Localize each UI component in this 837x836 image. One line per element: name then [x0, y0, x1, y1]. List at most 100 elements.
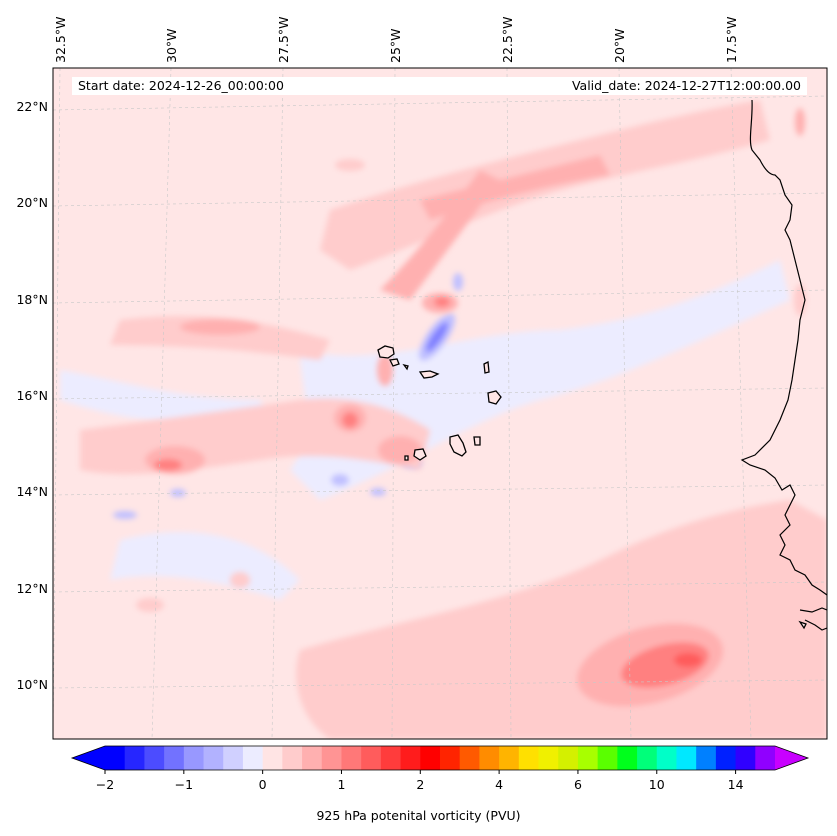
- african-coastline-guinea: [804, 619, 827, 631]
- colorbar-segment: [400, 746, 421, 770]
- lat-label: 18°N: [16, 292, 48, 307]
- lon-label: 20°W: [612, 28, 627, 63]
- colorbar-segment: [341, 746, 362, 770]
- island-brava: [404, 455, 409, 461]
- island-boa-vista: [487, 390, 502, 405]
- pv-blue-spot: [453, 273, 463, 291]
- lat-label: 14°N: [16, 484, 48, 499]
- pv-positive-regions: [80, 100, 827, 739]
- colorbar-segment: [282, 746, 303, 770]
- colorbar-segments: [105, 746, 776, 770]
- colorbar-segment: [302, 746, 323, 770]
- colorbar-ticks: −2 −1 0 1 2 4 6 10 14: [96, 770, 744, 792]
- island-sao-vicente: [389, 358, 400, 367]
- colorbar-segment: [361, 746, 382, 770]
- colorbar-segment: [656, 746, 677, 770]
- colorbar-segment: [321, 746, 342, 770]
- colorbar-segment: [617, 746, 638, 770]
- colorbar-segment: [203, 746, 224, 770]
- pv-blue-band-west: [60, 370, 270, 424]
- colorbar-tick-label: 1: [337, 777, 345, 792]
- pv-pink-streak-west: [110, 316, 330, 360]
- latitude-labels: 22°N 20°N 18°N 16°N 14°N 12°N 10°N: [16, 99, 48, 692]
- colorbar-under-arrow: [72, 746, 105, 770]
- colorbar-segment: [420, 746, 441, 770]
- african-coastline: [740, 99, 827, 596]
- colorbar-segment: [380, 746, 402, 770]
- island-santo-antao: [377, 345, 395, 359]
- lon-label: 22.5°W: [500, 17, 515, 63]
- colorbar-segment: [577, 746, 599, 770]
- island-santa-luzia: [402, 363, 409, 371]
- pv-red-cell: [342, 412, 358, 428]
- colorbar-tick-label: 10: [649, 777, 665, 792]
- pv-pink-spot: [795, 108, 805, 136]
- colorbar-segment: [499, 746, 520, 770]
- pv-pink-cell: [377, 354, 393, 386]
- colorbar-segment: [459, 746, 480, 770]
- graticule: [53, 68, 827, 739]
- colorbar-segment: [558, 746, 579, 770]
- colorbar-tick-label: 14: [728, 777, 744, 792]
- colorbar-segment: [183, 746, 205, 770]
- colorbar: −2 −1 0 1 2 4 6 10 14: [70, 745, 810, 792]
- colorbar-segment: [676, 746, 697, 770]
- pv-pink-cell: [378, 436, 422, 464]
- island-fogo: [413, 448, 427, 461]
- colorbar-segment: [715, 746, 737, 770]
- cape-verde-islands: [377, 345, 807, 630]
- pv-red-cell: [154, 459, 182, 471]
- colorbar-segment: [124, 746, 145, 770]
- pv-pink-spot: [794, 284, 806, 316]
- colorbar-segment: [696, 746, 717, 770]
- valid-date-label: Valid_date: 2024-12-27T12:00:00.00: [571, 78, 801, 93]
- colorbar-over-arrow: [775, 746, 808, 770]
- colorbar-segment: [538, 746, 559, 770]
- lon-label: 32.5°W: [53, 17, 68, 63]
- map-frame: [52, 67, 828, 740]
- colorbar-tick-label: −1: [175, 777, 193, 792]
- colorbar-segment: [262, 746, 283, 770]
- colorbar-segment: [223, 746, 244, 770]
- island-santiago: [449, 434, 467, 457]
- start-date-label: Start date: 2024-12-26_00:00:00: [78, 78, 284, 93]
- colorbar-segment: [637, 746, 658, 770]
- lat-label: 20°N: [16, 195, 48, 210]
- pv-blue-spot: [170, 489, 186, 497]
- colorbar-segment: [164, 746, 185, 770]
- lat-label: 22°N: [16, 99, 48, 114]
- lat-label: 12°N: [16, 581, 48, 596]
- island-sal: [483, 360, 490, 374]
- island-maio: [473, 436, 481, 446]
- colorbar-segment: [518, 746, 540, 770]
- lon-label: 17.5°W: [724, 17, 739, 63]
- island-sao-nicolau: [418, 370, 440, 379]
- pv-blue-spot: [113, 511, 137, 519]
- lon-label: 30°W: [164, 28, 179, 63]
- pv-pink-spot: [136, 598, 164, 612]
- lon-label: 25°W: [388, 28, 403, 63]
- pv-blue-streak-core: [425, 321, 449, 353]
- colorbar-segment: [242, 746, 264, 770]
- colorbar-segment: [440, 746, 461, 770]
- lat-label: 10°N: [16, 677, 48, 692]
- map-area[interactable]: [53, 68, 827, 739]
- pv-blue-spot: [370, 488, 386, 496]
- island-bissagos: [798, 620, 807, 630]
- african-coastline-south: [799, 607, 827, 613]
- pv-blue-spot: [331, 474, 349, 486]
- colorbar-segment: [735, 746, 756, 770]
- colorbar-segment: [105, 746, 126, 770]
- pv-red-cell: [434, 297, 450, 307]
- colorbar-tick-label: 0: [259, 777, 267, 792]
- colorbar-tick-label: 4: [495, 777, 503, 792]
- pv-pink-ridge: [380, 170, 500, 300]
- colorbar-segment: [755, 746, 776, 770]
- colorbar-tick-label: −2: [96, 777, 114, 792]
- coastlines: [740, 99, 827, 631]
- lat-label: 16°N: [16, 388, 48, 403]
- pv-pink-spot: [230, 572, 250, 588]
- colorbar-segment: [144, 746, 165, 770]
- colorbar-tick-label: 6: [574, 777, 582, 792]
